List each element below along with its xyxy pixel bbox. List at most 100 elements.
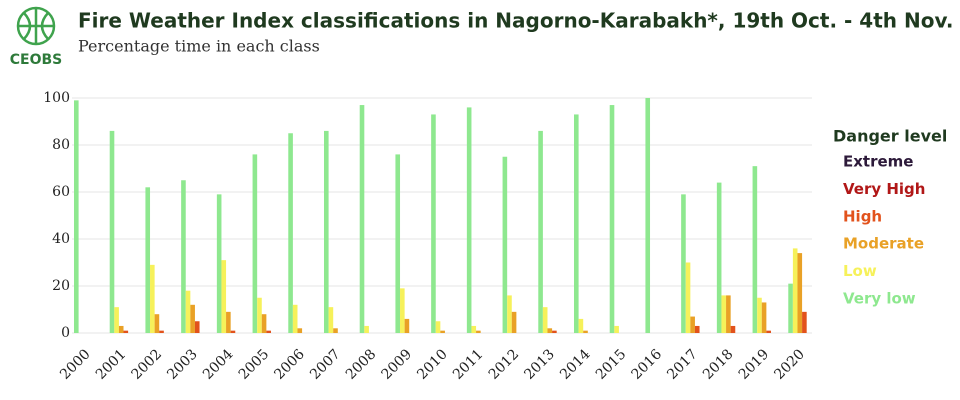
bar: [547, 328, 553, 333]
bar: [150, 264, 155, 333]
bar: [181, 180, 186, 333]
x-tick-label: 2012: [486, 346, 523, 383]
bar: [757, 297, 762, 333]
x-tick-label: 2019: [736, 346, 773, 383]
bar: [797, 253, 803, 333]
legend-label: High: [843, 207, 882, 225]
x-tick-label: 2005: [236, 346, 273, 383]
chart-subtitle: Percentage time in each class: [78, 37, 320, 56]
bar: [609, 105, 615, 333]
bar: [190, 304, 195, 333]
bar: [395, 154, 401, 333]
bar: [74, 100, 79, 333]
bar: [542, 307, 548, 333]
chart-title: Fire Weather Index classifications in Na…: [78, 9, 953, 33]
bar: [324, 130, 329, 333]
x-tick-label: 2001: [93, 346, 130, 383]
legend-label: Very low: [843, 290, 916, 308]
x-tick-label: 2000: [57, 346, 94, 383]
bar: [471, 325, 477, 333]
bar: [118, 325, 124, 333]
x-tick-label: 2020: [771, 346, 808, 383]
bar: [226, 311, 231, 333]
bar: [614, 325, 619, 333]
bar: [681, 194, 686, 333]
bar: [726, 295, 731, 333]
bar: [145, 187, 151, 333]
y-tick-label: 60: [52, 184, 70, 200]
bar: [766, 330, 771, 333]
x-tick-label: 2015: [593, 346, 630, 383]
bar: [502, 156, 508, 333]
bar: [404, 318, 410, 333]
y-tick-label: 80: [52, 137, 70, 153]
bar: [123, 330, 129, 333]
bar: [400, 288, 405, 333]
bar: [261, 314, 267, 333]
bar: [292, 304, 298, 333]
x-tick-label: 2013: [521, 346, 558, 383]
bar: [761, 302, 767, 333]
x-tick-label: 2009: [379, 346, 416, 383]
bar: [230, 330, 236, 333]
bar: [511, 311, 517, 333]
bar: [333, 328, 338, 333]
bar: [752, 166, 758, 333]
bar: [685, 262, 691, 333]
bar: [328, 307, 334, 333]
bar: [359, 105, 365, 333]
bar: [788, 283, 793, 333]
brand: CEOBS: [10, 52, 63, 68]
bar: [476, 330, 481, 333]
bar: [431, 114, 436, 333]
y-tick-label: 20: [52, 278, 70, 294]
bar: [159, 330, 164, 333]
x-tick-label: 2017: [664, 346, 701, 383]
bar: [466, 107, 472, 334]
bar: [216, 194, 222, 333]
x-tick-label: 2008: [343, 346, 380, 383]
bar: [257, 297, 262, 333]
legend-label: Very High: [843, 180, 925, 198]
logo: [16, 6, 56, 46]
legend-title: Danger level: [833, 127, 947, 146]
bar: [538, 130, 543, 333]
bar: [792, 248, 798, 333]
bar: [185, 290, 191, 333]
legend-label: Extreme: [843, 153, 913, 171]
x-tick-label: 2016: [629, 346, 666, 383]
x-tick-label: 2014: [557, 346, 594, 383]
x-tick-label: 2006: [271, 346, 308, 383]
bar: [288, 133, 293, 333]
y-tick-label: 100: [43, 90, 70, 106]
bar: [266, 330, 271, 333]
x-tick-label: 2018: [700, 346, 737, 383]
bar: [552, 330, 557, 333]
bar: [297, 328, 303, 333]
bar: [730, 325, 736, 333]
bar: [154, 314, 160, 333]
bar: [716, 182, 722, 333]
x-tick-label: 2002: [129, 346, 166, 383]
bar: [109, 130, 115, 333]
bar: [435, 321, 441, 333]
bar: [114, 307, 119, 333]
bar: [578, 318, 584, 333]
bar: [645, 98, 651, 333]
bar: [694, 325, 700, 333]
legend-label: Moderate: [843, 235, 924, 253]
bar: [194, 321, 200, 333]
bar: [440, 330, 445, 333]
x-tick-label: 2007: [307, 346, 344, 383]
bar: [690, 316, 695, 333]
bar: [364, 325, 369, 333]
bar: [574, 114, 579, 333]
bar: [583, 330, 588, 333]
bar: [221, 260, 227, 333]
legend-label: Low: [843, 262, 877, 280]
bar: [802, 311, 807, 333]
x-tick-label: 2011: [450, 346, 487, 383]
x-tick-label: 2004: [200, 346, 237, 383]
bar: [721, 295, 727, 333]
